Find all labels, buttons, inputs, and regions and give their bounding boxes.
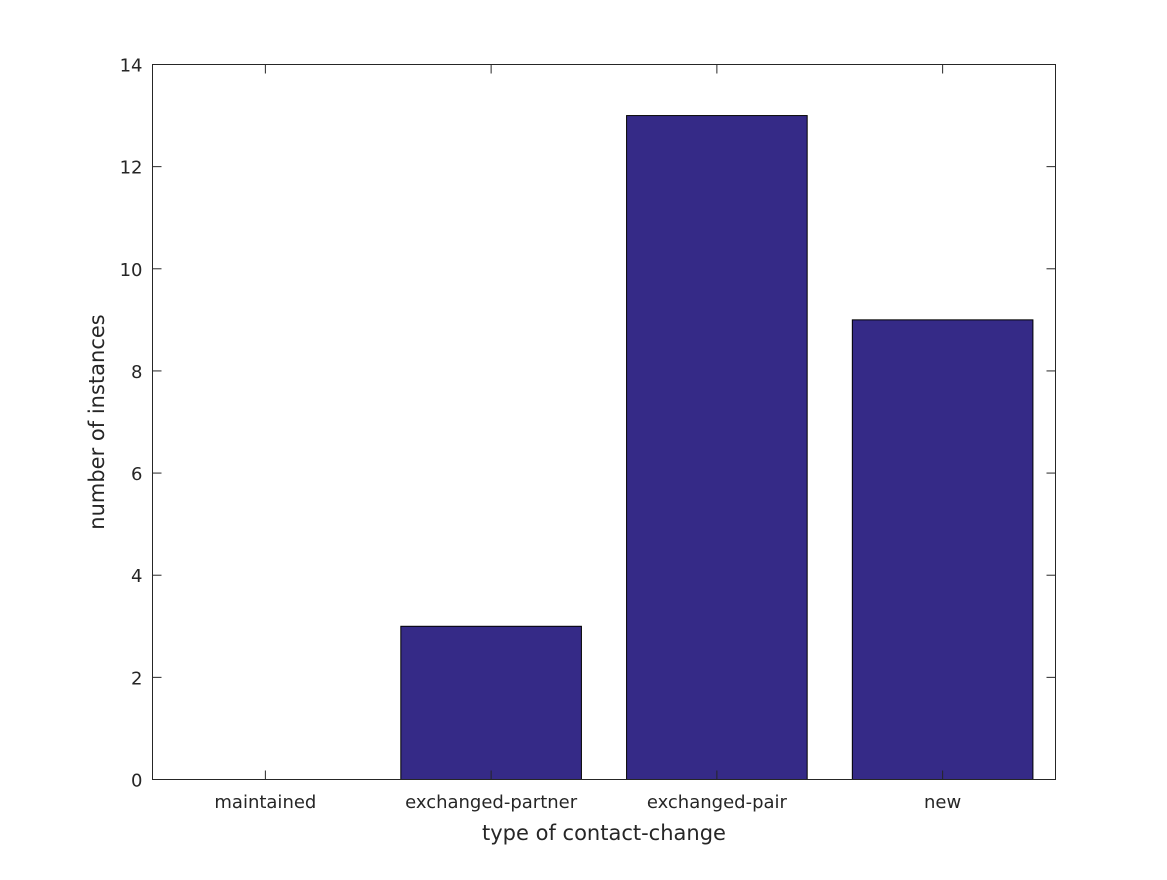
x-tick-label: exchanged-partner (405, 792, 578, 813)
y-tick-label: 10 (120, 260, 143, 281)
y-tick-label: 4 (131, 566, 142, 587)
bars-group (400, 115, 1034, 781)
axes-box (152, 64, 1056, 780)
bar-exchanged-partner (400, 625, 582, 780)
y-axis-label: number of instances (85, 314, 109, 529)
y-tick-label: 0 (131, 771, 142, 792)
y-tick-label: 14 (120, 56, 143, 77)
y-tick-label: 12 (120, 158, 143, 179)
y-tick-label: 8 (131, 362, 142, 383)
ticks-group: maintained exchanged-partner exchanged-pai… (120, 56, 1056, 813)
y-tick-label: 2 (131, 668, 142, 689)
bar-exchanged-pair (626, 115, 808, 781)
x-tick-label: new (924, 792, 961, 813)
x-tick-label: exchanged-pair (647, 792, 788, 813)
y-tick-label: 6 (131, 464, 142, 485)
bar-new (851, 319, 1034, 780)
x-axis-label: type of contact-change (482, 821, 726, 845)
x-tick-label: maintained (214, 792, 316, 813)
